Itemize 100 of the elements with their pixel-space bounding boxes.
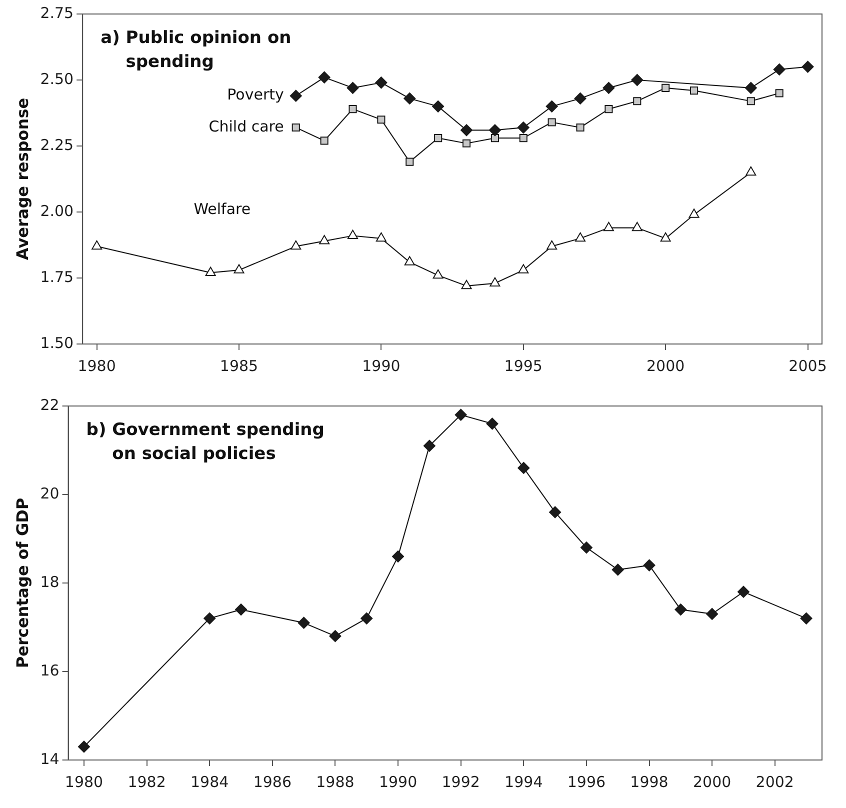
point <box>486 418 498 430</box>
x-tick-label: 1990 <box>362 356 400 375</box>
point <box>462 139 471 148</box>
x-tick-label: 1988 <box>316 772 354 791</box>
y-tick-label: 1.75 <box>40 268 74 286</box>
point <box>490 277 500 287</box>
point <box>360 612 373 624</box>
point <box>706 608 718 620</box>
y-axis-title: Average response <box>12 98 32 260</box>
point <box>290 240 302 250</box>
point <box>460 124 473 136</box>
x-tick-label: 1990 <box>378 772 418 791</box>
point <box>548 118 556 126</box>
x-tick-label: 1984 <box>190 772 229 791</box>
x-tick-label: 1980 <box>78 356 116 375</box>
x-tick-label: 1982 <box>128 772 166 791</box>
point <box>488 124 501 136</box>
x-tick-label: 1995 <box>504 356 542 375</box>
point <box>612 564 624 576</box>
point <box>292 123 300 132</box>
point <box>633 97 642 106</box>
x-tick-label: 1992 <box>442 772 480 791</box>
y-tick-label: 1.50 <box>40 334 74 352</box>
point <box>546 100 558 112</box>
point <box>205 266 216 276</box>
point <box>78 740 90 753</box>
y-tick-label: 16 <box>40 661 60 680</box>
point <box>746 97 755 106</box>
x-tick-label: 1986 <box>253 772 292 791</box>
point <box>404 92 416 104</box>
point <box>346 82 359 94</box>
series-label: Child care <box>208 117 284 136</box>
point <box>298 616 310 629</box>
point <box>603 222 614 232</box>
point <box>519 134 528 142</box>
point <box>688 208 700 218</box>
point <box>546 240 558 250</box>
y-axis-title: Percentage of GDP <box>12 498 32 668</box>
point <box>432 269 444 279</box>
point <box>517 122 530 134</box>
point <box>234 264 244 274</box>
point <box>631 74 644 86</box>
point <box>518 264 529 274</box>
point <box>574 92 586 104</box>
point <box>406 158 414 166</box>
y-tick-label: 14 <box>40 750 60 768</box>
point <box>375 76 388 89</box>
point <box>348 105 357 114</box>
point <box>290 90 302 102</box>
point <box>773 63 786 76</box>
point <box>204 612 216 624</box>
point <box>320 136 328 145</box>
point <box>604 105 613 114</box>
point <box>580 542 592 554</box>
x-tick-label: 1998 <box>630 772 668 791</box>
point <box>434 134 442 142</box>
x-tick-label: 1980 <box>64 772 104 791</box>
text: a) Public opinion on spending <box>100 28 292 72</box>
text: Welfare <box>194 200 251 218</box>
x-tick-label: 1996 <box>567 772 606 791</box>
point <box>376 232 386 242</box>
y-tick-label: 20 <box>40 484 60 502</box>
x-tick-label: 1994 <box>504 772 543 791</box>
point <box>235 604 248 616</box>
x-tick-label: 2000 <box>646 356 685 375</box>
series-label: Poverty <box>227 86 284 104</box>
point <box>392 550 404 562</box>
point <box>454 408 467 421</box>
point <box>662 84 670 92</box>
point <box>800 612 812 624</box>
point <box>775 89 784 98</box>
point <box>461 280 472 290</box>
y-tick-label: 2.25 <box>40 136 74 154</box>
y-tick-label: 2.00 <box>40 202 74 220</box>
point <box>432 100 444 112</box>
point <box>744 82 757 94</box>
y-tick-label: 2.50 <box>40 70 74 88</box>
point <box>602 82 615 94</box>
point <box>632 222 642 232</box>
point <box>92 240 102 250</box>
point <box>643 559 656 572</box>
point <box>348 230 358 240</box>
point <box>802 60 814 73</box>
y-tick-label: 18 <box>40 572 60 591</box>
point <box>660 232 671 242</box>
point <box>319 235 330 244</box>
point <box>737 586 750 598</box>
x-tick-label: 2002 <box>756 772 794 791</box>
x-tick-label: 2005 <box>788 356 827 375</box>
x-tick-label: 1985 <box>220 356 258 375</box>
x-tick-label: 2000 <box>692 772 732 791</box>
point <box>674 604 687 616</box>
text: b) Government spending on social policies <box>86 420 324 464</box>
point <box>377 116 386 124</box>
point <box>690 86 698 95</box>
point <box>746 166 756 176</box>
point <box>575 232 586 242</box>
point <box>404 256 415 266</box>
point <box>490 134 499 142</box>
point <box>576 123 584 132</box>
